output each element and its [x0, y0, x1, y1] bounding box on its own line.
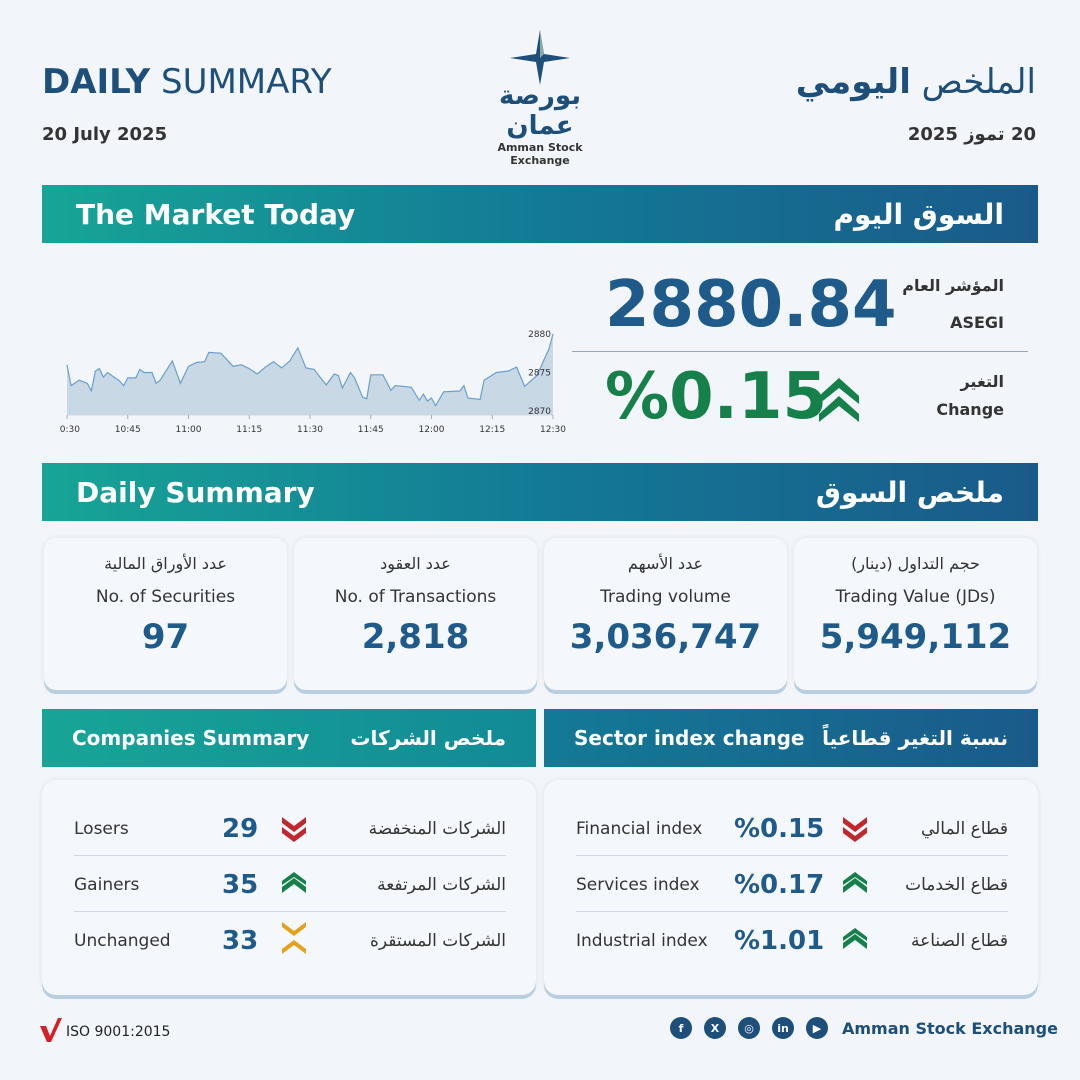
chevron-double-up-icon: [843, 871, 867, 893]
change-value: %0.15: [605, 360, 828, 434]
sector-row: Industrial index %1.01 قطاع الصناعة: [576, 926, 1008, 956]
divider: [572, 351, 1028, 352]
companies-row: Gainers 35 الشركات المرتفعة: [74, 858, 506, 912]
companies-summary-banner: Companies Summary ملخص الشركات: [42, 709, 536, 767]
sector-row: Financial index %0.15 قطاع المالي: [576, 802, 1008, 856]
card-transactions: عدد العقود No. of Transactions 2,818: [294, 538, 537, 690]
youtube-icon[interactable]: ▶: [806, 1017, 828, 1039]
companies-row: Unchanged 33 الشركات المستقرة: [74, 914, 506, 968]
index-value: 2880.84: [605, 268, 897, 342]
x-tick-label: 10:30: [60, 425, 80, 435]
market-today-banner: The Market Today السوق اليوم: [42, 185, 1038, 243]
x-tick-label: 11:45: [358, 425, 384, 435]
x-tick-label: 11:15: [236, 425, 262, 435]
card-trading-value: حجم التداول (دينار) Trading Value (JDs) 5,…: [794, 538, 1037, 690]
chart-line: [66, 333, 554, 407]
page-title: DAILY SUMMARY: [42, 62, 332, 102]
sector-change-banner: Sector index change نسبة التغير قطاعياً: [544, 709, 1038, 767]
daily-summary-banner: Daily Summary ملخص السوق: [42, 463, 1038, 521]
x-tick-label: 10:45: [115, 425, 141, 435]
x-tick-label: 11:00: [176, 425, 202, 435]
y-tick-label: 2870: [528, 407, 551, 417]
page-date: 20 July 2025: [42, 124, 168, 145]
chevron-double-up-icon: [282, 871, 306, 893]
footer-brand[interactable]: Amman Stock Exchange: [842, 1019, 1058, 1038]
chevron-double-up-icon: [843, 928, 867, 949]
page-date-ar: 20 تموز 2025: [907, 124, 1036, 145]
y-tick-label: 2880: [528, 330, 551, 340]
x-icon[interactable]: X: [704, 1017, 726, 1039]
card-securities: عدد الأوراق المالية No. of Securities 97: [44, 538, 287, 690]
companies-row: Losers 29 الشركات المنخفضة: [74, 802, 506, 856]
change-label: Change: [936, 400, 1004, 419]
y-tick-label: 2875: [528, 369, 551, 379]
sectors-panel: Financial index %0.15 قطاع المالي Services…: [544, 780, 1038, 995]
index-label-ar: المؤشر العام: [902, 276, 1004, 295]
companies-panel: Losers 29 الشركات المنخفضة Gainers 35 الشركا…: [42, 780, 536, 995]
x-tick-label: 12:00: [419, 425, 445, 435]
iso-certification: ISO 9001:2015: [66, 1024, 171, 1040]
ase-logo: بورصة عمان Amman Stock Exchange: [470, 30, 610, 167]
change-label-ar: التغير: [960, 372, 1004, 391]
instagram-icon[interactable]: ◎: [738, 1017, 760, 1039]
unchanged-chevrons-icon: [282, 922, 306, 954]
checkmark-icon: [40, 1018, 62, 1042]
logo-star-icon: [510, 30, 570, 85]
page-title-ar: الملخص اليومي: [795, 62, 1036, 102]
x-tick-label: 12:30: [540, 425, 566, 435]
chevron-double-down-icon: [282, 816, 306, 842]
sector-row: Services index %0.17 قطاع الخدمات: [576, 858, 1008, 912]
chart-area: [67, 333, 553, 415]
index-label: ASEGI: [950, 313, 1004, 332]
x-tick-label: 12:15: [479, 425, 505, 435]
chevron-double-down-icon: [843, 816, 867, 842]
x-tick-label: 11:30: [297, 425, 323, 435]
chevron-double-up-icon: [819, 378, 859, 422]
facebook-icon[interactable]: f: [670, 1017, 692, 1039]
card-trading-volume: عدد الأسهم Trading volume 3,036,747: [544, 538, 787, 690]
index-intraday-chart: 10:30 10:45 11:00 11:15 11:30 11:45 12:00 12:15…: [60, 330, 566, 435]
linkedin-icon[interactable]: in: [772, 1017, 794, 1039]
